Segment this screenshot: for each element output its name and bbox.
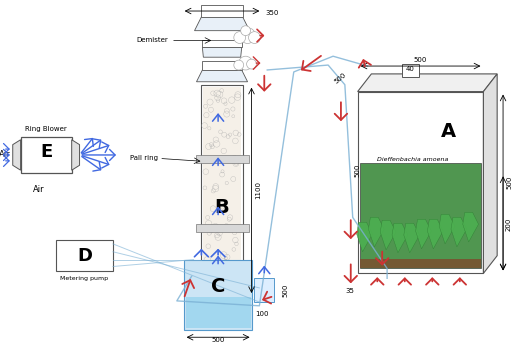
Text: 200: 200 bbox=[506, 217, 512, 231]
Polygon shape bbox=[357, 222, 372, 252]
Polygon shape bbox=[357, 91, 483, 273]
Text: Ring Blower: Ring Blower bbox=[25, 126, 67, 132]
Text: 35: 35 bbox=[346, 288, 355, 294]
Polygon shape bbox=[451, 217, 467, 247]
Polygon shape bbox=[202, 48, 242, 57]
Bar bbox=[201, 85, 243, 296]
Text: 500: 500 bbox=[211, 337, 225, 343]
Circle shape bbox=[240, 28, 255, 44]
Bar bbox=[186, 297, 250, 329]
Text: Pall ring: Pall ring bbox=[130, 155, 158, 162]
Bar bbox=[184, 260, 252, 330]
Polygon shape bbox=[428, 219, 443, 249]
Bar bbox=[359, 163, 481, 269]
Circle shape bbox=[248, 32, 261, 44]
Polygon shape bbox=[195, 17, 249, 30]
Text: 500: 500 bbox=[355, 164, 360, 178]
Bar bbox=[201, 5, 243, 17]
Bar bbox=[202, 61, 242, 70]
Circle shape bbox=[247, 59, 257, 69]
Polygon shape bbox=[357, 74, 497, 91]
Circle shape bbox=[241, 26, 250, 36]
Text: D: D bbox=[77, 247, 92, 265]
Polygon shape bbox=[392, 223, 408, 253]
Bar bbox=[254, 277, 274, 302]
Circle shape bbox=[234, 32, 246, 44]
Circle shape bbox=[239, 56, 252, 70]
Text: 1100: 1100 bbox=[255, 182, 262, 199]
Bar bbox=[56, 240, 113, 272]
Polygon shape bbox=[380, 220, 396, 250]
Text: B: B bbox=[215, 198, 229, 217]
Polygon shape bbox=[463, 212, 479, 242]
Bar bbox=[359, 258, 481, 269]
Text: Air: Air bbox=[0, 151, 11, 159]
Text: Demister: Demister bbox=[136, 37, 168, 44]
Bar bbox=[203, 87, 241, 294]
Polygon shape bbox=[197, 70, 248, 82]
Bar bbox=[20, 137, 72, 173]
Text: Air: Air bbox=[32, 185, 44, 194]
Text: A: A bbox=[441, 122, 456, 141]
Text: 100: 100 bbox=[255, 311, 269, 317]
Text: 40: 40 bbox=[406, 66, 415, 72]
Text: 500: 500 bbox=[334, 71, 348, 85]
Polygon shape bbox=[369, 217, 384, 247]
Polygon shape bbox=[416, 219, 431, 249]
Bar bbox=[196, 224, 248, 232]
Text: 500: 500 bbox=[282, 284, 288, 297]
Polygon shape bbox=[13, 140, 20, 170]
Text: C: C bbox=[211, 277, 225, 296]
Text: Dieffenbachia amoena: Dieffenbachia amoena bbox=[377, 156, 449, 162]
Polygon shape bbox=[404, 223, 419, 253]
Polygon shape bbox=[439, 215, 455, 244]
Text: 500: 500 bbox=[414, 57, 427, 63]
Circle shape bbox=[234, 60, 244, 70]
Text: Metering pump: Metering pump bbox=[60, 276, 109, 281]
Bar bbox=[196, 155, 248, 163]
Bar bbox=[401, 64, 419, 77]
Text: 350: 350 bbox=[265, 10, 279, 16]
Text: 500: 500 bbox=[506, 176, 512, 189]
Text: E: E bbox=[40, 143, 52, 161]
Polygon shape bbox=[72, 140, 79, 170]
Bar bbox=[202, 40, 242, 48]
Polygon shape bbox=[483, 74, 497, 273]
